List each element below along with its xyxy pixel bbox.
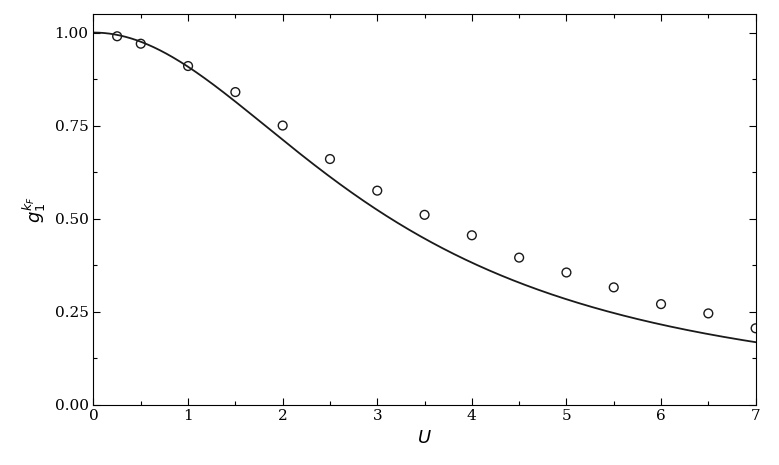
Point — [702, 310, 714, 317]
Point — [418, 211, 431, 219]
Point — [135, 40, 147, 47]
Point — [111, 33, 123, 40]
Point — [371, 187, 383, 194]
Point — [182, 62, 194, 70]
Point — [560, 269, 573, 276]
Point — [608, 284, 620, 291]
Point — [513, 254, 525, 261]
Point — [229, 88, 241, 96]
Point — [277, 122, 289, 129]
Point — [749, 325, 762, 332]
Point — [466, 232, 478, 239]
Y-axis label: $g_1^{k_F}$: $g_1^{k_F}$ — [20, 196, 48, 223]
Point — [655, 300, 668, 308]
X-axis label: $U$: $U$ — [417, 429, 432, 447]
Point — [324, 155, 337, 163]
